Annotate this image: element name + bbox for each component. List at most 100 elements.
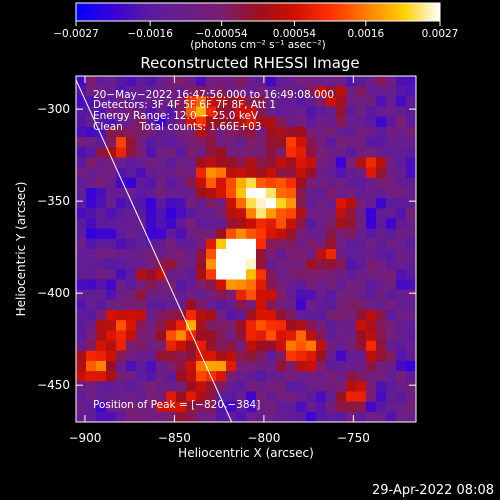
heatmap-cell xyxy=(116,96,127,108)
heatmap-cell xyxy=(76,116,87,128)
heatmap-cell xyxy=(316,411,327,422)
heatmap-cell xyxy=(266,350,277,362)
heatmap-cell xyxy=(206,320,217,332)
heatmap-cell xyxy=(136,177,147,189)
heatmap-cell xyxy=(76,330,87,342)
heatmap-cell xyxy=(346,177,357,189)
heatmap-cell xyxy=(356,360,367,372)
heatmap-cell xyxy=(336,228,347,240)
heatmap-cell xyxy=(276,330,287,342)
heatmap-cell xyxy=(366,401,377,413)
heatmap-cell xyxy=(236,381,247,393)
heatmap-cell xyxy=(296,96,307,108)
heatmap-cell xyxy=(386,360,397,372)
heatmap-cell xyxy=(396,106,407,118)
heatmap-cell xyxy=(296,371,307,382)
heatmap-cell xyxy=(76,340,87,352)
heatmap-cell xyxy=(386,198,397,209)
heatmap-cell xyxy=(266,126,277,138)
heatmap-cell xyxy=(206,360,217,372)
heatmap-cell xyxy=(326,249,337,260)
heatmap-cell xyxy=(166,86,177,97)
heatmap-cell xyxy=(396,208,407,220)
heatmap-cell xyxy=(246,228,257,240)
heatmap-cell xyxy=(186,401,197,413)
heatmap-cell xyxy=(316,238,327,250)
heatmap-cell xyxy=(236,350,247,362)
heatmap-cell xyxy=(366,167,377,179)
heatmap-cell xyxy=(106,269,117,281)
heatmap-cell xyxy=(226,289,237,301)
heatmap-cell xyxy=(346,208,357,220)
heatmap-cell xyxy=(146,360,157,372)
heatmap-cell xyxy=(326,411,337,422)
heatmap-cell xyxy=(306,289,317,301)
heatmap-cell xyxy=(196,249,207,260)
heatmap-cell xyxy=(316,360,327,372)
heatmap-cell xyxy=(76,299,87,311)
heatmap-cell xyxy=(146,330,157,342)
heatmap-cell xyxy=(336,371,347,382)
heatmap-cell xyxy=(396,177,407,189)
heatmap-cell xyxy=(186,411,197,422)
heatmap-cell xyxy=(116,86,127,97)
heatmap-cell xyxy=(306,76,317,87)
heatmap-cell xyxy=(236,320,247,332)
heatmap-cell xyxy=(386,96,397,108)
heatmap-cell xyxy=(176,381,187,393)
heatmap-cell xyxy=(186,137,197,148)
heatmap-cell xyxy=(86,381,97,393)
x-tick-label: −900 xyxy=(68,431,101,445)
heatmap-cell xyxy=(266,249,277,260)
heatmap-cell xyxy=(356,208,367,220)
heatmap-cell xyxy=(76,76,87,87)
colorbar-tick-label: −0.0027 xyxy=(53,28,99,40)
heatmap-cell xyxy=(116,187,127,199)
heatmap-cell xyxy=(196,381,207,393)
heatmap-cell xyxy=(376,76,387,87)
heatmap-cell xyxy=(136,76,147,87)
heatmap-cell xyxy=(336,198,347,209)
heatmap-cell xyxy=(346,350,357,362)
heatmap-cell xyxy=(336,249,347,260)
heatmap-cell xyxy=(186,299,197,311)
heatmap-cell xyxy=(176,350,187,362)
heatmap-cell xyxy=(356,411,367,422)
peak-position-label: Position of Peak = [−820,−384] xyxy=(93,399,260,411)
heatmap-cell xyxy=(106,310,117,321)
heatmap-cell xyxy=(376,187,387,199)
heatmap-cell xyxy=(356,340,367,352)
heatmap-cell xyxy=(146,126,157,138)
heatmap-cell xyxy=(126,249,137,260)
heatmap-cell xyxy=(256,371,267,382)
heatmap-cell xyxy=(306,106,317,118)
heatmap-cell xyxy=(396,137,407,148)
heatmap-cell xyxy=(406,208,416,220)
heatmap-cell xyxy=(106,218,117,230)
heatmap-cell xyxy=(196,126,207,138)
heatmap-cell xyxy=(236,411,247,422)
heatmap-cell xyxy=(266,320,277,332)
heatmap-cell xyxy=(406,320,416,332)
heatmap-cell xyxy=(206,259,217,270)
heatmap-cell xyxy=(276,238,287,250)
heatmap-cell xyxy=(246,340,257,352)
heatmap-cell xyxy=(356,320,367,332)
heatmap-cell xyxy=(106,76,117,87)
heatmap-cell xyxy=(406,218,416,230)
heatmap-cell xyxy=(326,228,337,240)
heatmap-cell xyxy=(356,391,367,403)
heatmap-cell xyxy=(96,401,107,413)
heatmap-cell xyxy=(286,187,297,199)
heatmap-cell xyxy=(186,310,197,321)
heatmap-cell xyxy=(366,411,377,422)
heatmap-cell xyxy=(106,330,117,342)
heatmap-cell xyxy=(136,330,147,342)
heatmap-cell xyxy=(76,126,87,138)
heatmap-cell xyxy=(96,320,107,332)
heatmap-cell xyxy=(376,137,387,148)
heatmap-cell xyxy=(86,340,97,352)
heatmap-cell xyxy=(326,350,337,362)
heatmap-cell xyxy=(176,218,187,230)
heatmap-cell xyxy=(366,147,377,159)
